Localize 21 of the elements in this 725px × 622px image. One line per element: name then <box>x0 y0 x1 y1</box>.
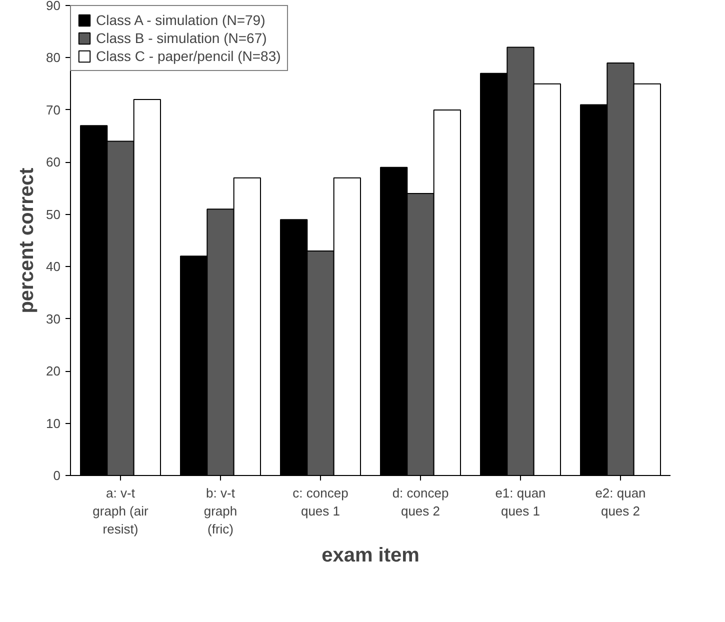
y-tick-label: 70 <box>46 102 61 118</box>
x-tick-label: e1: quan ques 1 <box>495 486 546 518</box>
y-tick-label: 20 <box>46 364 61 379</box>
y-tick-label: 60 <box>46 154 61 170</box>
x-tick-label: c: concep ques 1 <box>292 486 348 518</box>
y-axis-title: percent correct <box>16 167 38 314</box>
x-axis-title: exam item <box>322 544 420 566</box>
y-tick-label: 50 <box>46 206 61 222</box>
y-tick-label: 90 <box>46 0 61 13</box>
legend-label: Class A - simulation (N=79) <box>96 12 266 28</box>
x-tick-label: e2: quan ques 2 <box>595 486 646 518</box>
x-tick-label: d: concep ques 2 <box>392 486 449 518</box>
y-tick-label: 40 <box>46 259 61 274</box>
legend-label: Class C - paper/pencil (N=83) <box>96 48 281 64</box>
y-tick-label: 30 <box>46 311 61 326</box>
y-tick-label: 80 <box>46 50 61 66</box>
x-tick-label: a: v-t graph (air resist) <box>92 486 149 536</box>
x-tick-label: b: v-t graph (fric) <box>204 486 238 536</box>
y-tick-label: 0 <box>53 468 61 483</box>
y-tick-label: 10 <box>46 416 61 431</box>
legend-label: Class B - simulation (N=67) <box>96 30 267 46</box>
